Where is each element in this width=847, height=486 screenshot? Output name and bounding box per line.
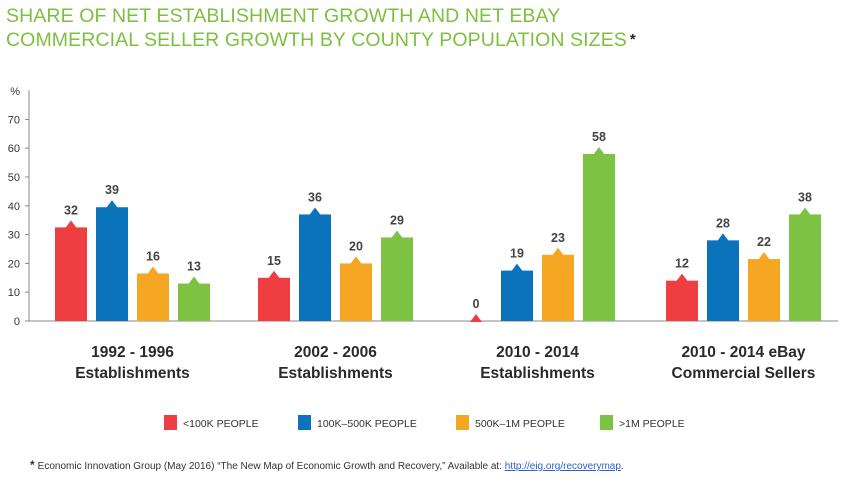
legend-label: <100K PEOPLE	[183, 418, 259, 430]
data-label: 39	[105, 183, 119, 197]
x-category-label: 1992 - 1996	[91, 344, 174, 361]
data-label: 22	[757, 235, 771, 249]
y-tick-label: 50	[8, 172, 20, 184]
data-label: 19	[510, 247, 524, 261]
data-label: 28	[716, 216, 730, 230]
bar	[381, 237, 413, 321]
y-tick-label: 70	[8, 114, 20, 126]
y-tick-label: 30	[8, 230, 20, 242]
data-label: 38	[798, 190, 812, 204]
y-axis-label: %	[10, 86, 20, 98]
x-category-label: 2002 - 2006	[294, 344, 377, 361]
bar-cap	[717, 233, 729, 242]
bar	[178, 283, 210, 321]
data-label: 36	[308, 190, 322, 204]
legend-label: 100K–500K PEOPLE	[317, 418, 417, 430]
bar-cap	[470, 314, 482, 322]
bar	[501, 270, 533, 321]
footnote-end: .	[620, 461, 624, 472]
bar-cap	[391, 230, 403, 239]
data-label: 32	[64, 203, 78, 217]
bar-cap	[147, 266, 159, 275]
data-label: 13	[187, 260, 201, 274]
bar-cap	[268, 270, 280, 279]
data-label: 20	[349, 239, 363, 253]
bar-cap	[188, 276, 200, 285]
bar	[258, 277, 290, 321]
data-label: 15	[267, 254, 281, 268]
y-tick-label: 0	[14, 316, 20, 328]
legend-swatch	[600, 415, 613, 430]
data-label: 12	[675, 257, 689, 271]
bar	[666, 280, 698, 321]
x-category-label: Commercial Sellers	[672, 365, 816, 382]
bar	[707, 240, 739, 321]
data-label: 58	[592, 130, 606, 144]
chart-title: SHARE OF NET ESTABLISHMENT GROWTH AND NE…	[6, 4, 636, 52]
footnote-asterisk: *	[30, 458, 35, 472]
footnote-link[interactable]: http://eig.org/recoverymap	[504, 461, 621, 472]
chart-title-line-2: COMMERCIAL SELLER GROWTH BY COUNTY POPUL…	[6, 28, 636, 52]
data-label: 16	[146, 249, 160, 263]
y-tick-label: 10	[8, 287, 20, 299]
bar	[299, 214, 331, 321]
data-label: 23	[551, 231, 565, 245]
bar	[55, 227, 87, 321]
x-category-label: 2010 - 2014 eBay	[681, 344, 805, 361]
bar	[748, 259, 780, 321]
bar	[583, 153, 615, 321]
chart-title-line-1: SHARE OF NET ESTABLISHMENT GROWTH AND NE…	[6, 5, 561, 27]
y-tick-label: 40	[8, 201, 20, 213]
x-category-label: Establishments	[278, 365, 393, 382]
data-label: 0	[473, 297, 480, 311]
bar	[96, 207, 128, 321]
bar-cap	[758, 252, 770, 261]
legend-label: 500K–1M PEOPLE	[475, 418, 565, 430]
bar-cap	[350, 256, 362, 265]
legend-swatch	[164, 415, 177, 430]
bar	[789, 214, 821, 321]
legend-swatch	[456, 415, 469, 430]
legend-label: >1M PEOPLE	[619, 418, 685, 430]
bar-cap	[511, 263, 523, 272]
title-asterisk: *	[629, 31, 636, 48]
bar-cap	[676, 273, 688, 282]
bar-cap	[552, 247, 564, 256]
bar-cap	[799, 207, 811, 216]
y-tick-label: 60	[8, 143, 20, 155]
bar	[340, 263, 372, 321]
x-category-label: Establishments	[480, 365, 595, 382]
legend-swatch	[298, 415, 311, 430]
data-label: 29	[390, 213, 404, 227]
bar-cap	[65, 220, 77, 229]
y-tick-label: 20	[8, 258, 20, 270]
bar	[542, 254, 574, 321]
footnote: * Economic Innovation Group (May 2016) “T…	[30, 458, 624, 472]
bar-cap	[106, 200, 118, 209]
bar-cap	[309, 207, 321, 216]
x-category-label: Establishments	[75, 365, 190, 382]
x-category-label: 2010 - 2014	[496, 344, 579, 361]
bar	[137, 273, 169, 321]
footnote-text: Economic Innovation Group (May 2016) “Th…	[37, 461, 505, 472]
bar-cap	[593, 146, 605, 155]
chart-title-line-2-text: COMMERCIAL SELLER GROWTH BY COUNTY POPUL…	[6, 29, 627, 51]
